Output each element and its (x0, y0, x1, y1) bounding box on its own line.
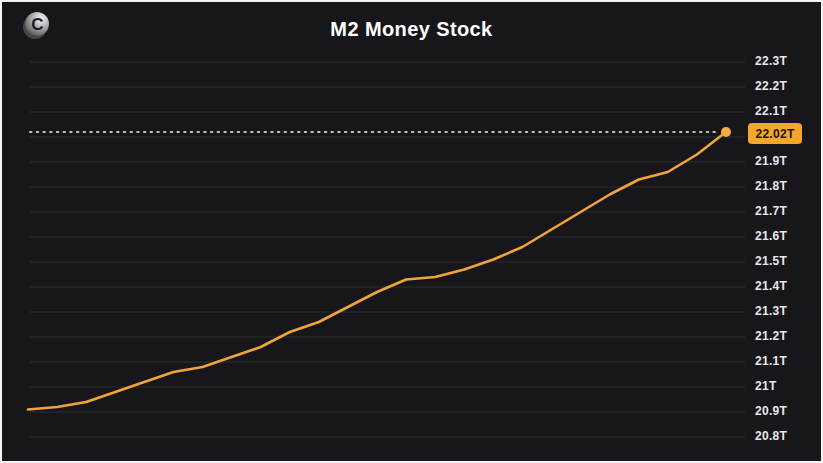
y-tick-label: 22.2T (755, 79, 787, 93)
y-tick-label: 21.6T (755, 229, 787, 243)
y-tick-label: 21.7T (755, 204, 787, 218)
y-tick-label: 20.8T (755, 429, 787, 443)
current-value-badge: 22.02T (748, 123, 802, 144)
y-tick-label: 21T (755, 379, 777, 393)
current-value-dot (721, 127, 731, 137)
y-tick-label: 21.5T (755, 254, 787, 268)
y-tick-label: 22.3T (755, 54, 787, 68)
chart-card: C M2 Money Stock 22.3T22.2T22.1T22T21.9T… (0, 0, 823, 463)
y-tick-label: 21.8T (755, 179, 787, 193)
y-tick-label: 21.2T (755, 329, 787, 343)
y-tick-label: 20.9T (755, 404, 787, 418)
y-tick-label: 21.9T (755, 154, 787, 168)
m2-series-line (28, 132, 726, 410)
m2-money-stock-chart: 22.3T22.2T22.1T22T21.9T21.8T21.7T21.6T21… (2, 2, 821, 461)
y-tick-label: 22.1T (755, 104, 787, 118)
y-tick-label: 21.3T (755, 304, 787, 318)
chart-canvas[interactable] (2, 2, 821, 461)
y-tick-label: 21.4T (755, 279, 787, 293)
y-tick-label: 21.1T (755, 354, 787, 368)
